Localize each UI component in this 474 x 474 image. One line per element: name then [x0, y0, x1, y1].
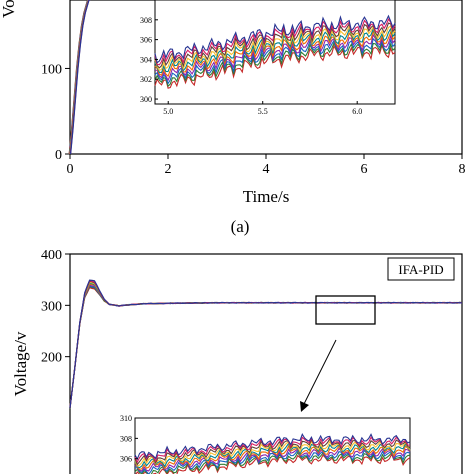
- panel-a-x-tick-label: 4: [263, 162, 270, 177]
- inset-a-y-tick-label: 306: [140, 36, 152, 45]
- panel-a-main-curves: [68, 0, 91, 155]
- inset-a-y-tick-label: 304: [140, 55, 152, 64]
- inset-b-series: [134, 432, 411, 474]
- inset-b-series-line: [134, 449, 411, 474]
- panel-b-y-tick-label: 400: [41, 248, 62, 263]
- inset-a-series-line: [154, 29, 396, 78]
- panel-a-y-tick-label: 100: [41, 62, 62, 77]
- panel-a-x-tick-label: 8: [459, 162, 466, 177]
- inset-a-y-tick-label: 302: [140, 75, 152, 84]
- legend-box: [387, 257, 455, 281]
- zoom-arrow-line: [303, 339, 337, 405]
- inset-a-series-line: [154, 18, 396, 66]
- inset-b-series-line: [134, 451, 411, 474]
- panel-a-inset: 5.0 5.5 6.0 300 302 304 306 308: [140, 0, 396, 116]
- panel-a-series-line: [69, 0, 91, 155]
- inset-b-series-line: [134, 436, 411, 464]
- panel-a-x-tick-label: 6: [361, 162, 368, 177]
- panel-a-y-tick-label: 0: [55, 148, 62, 163]
- inset-a-series-line: [154, 43, 396, 89]
- inset-a-series-line: [154, 41, 396, 88]
- inset-a-x-tick-label: 5.5: [258, 107, 268, 116]
- panel-a-ylabel: Voltage/v: [0, 0, 18, 18]
- inset-b-y-ticks: 306 308 310: [120, 414, 138, 464]
- inset-a-series-line: [154, 37, 396, 85]
- inset-b-series-line: [134, 432, 411, 461]
- panel-a: 0 2 4 6 8 0 100 Voltage/v Time/s (a) 5.0 5.5 6.…: [0, 0, 466, 236]
- panel-b-inset: 306 308 310: [120, 414, 411, 474]
- inset-b-y-tick-label: 308: [120, 434, 132, 443]
- inset-b-y-tick-label: 310: [120, 414, 132, 423]
- inset-b-series-line: [134, 447, 411, 472]
- inset-b-series-line: [134, 437, 411, 466]
- inset-b-series-line: [134, 440, 411, 467]
- panel-b-frame: [69, 253, 463, 474]
- panel-a-y-ticks: 0 100: [41, 62, 70, 163]
- panel-a-x-ticks: 0 2 4 6 8: [67, 154, 466, 177]
- panel-b-series-line: [69, 279, 463, 408]
- panel-b-series-line: [69, 280, 463, 409]
- inset-a-series-line: [154, 27, 396, 74]
- inset-a-y-ticks: 300 302 304 306 308: [140, 16, 158, 104]
- panel-a-x-tick-label: 0: [67, 162, 74, 177]
- panel-b-main-curves: [69, 279, 463, 409]
- inset-a-frame: [154, 0, 396, 105]
- inset-a-series-line: [154, 14, 396, 64]
- inset-a-x-tick-label: 6.0: [352, 107, 362, 116]
- panel-b-y-tick-label: 200: [41, 351, 62, 366]
- panel-a-label: (a): [231, 217, 250, 236]
- inset-b-y-tick-label: 306: [120, 455, 132, 464]
- inset-a-y-tick-label: 300: [140, 95, 152, 104]
- panel-b-series-line: [69, 280, 463, 408]
- panel-b-y-tick-label: 300: [41, 299, 62, 314]
- inset-a-x-tick-label: 5.0: [163, 107, 173, 116]
- legend-label: IFA-PID: [398, 262, 443, 277]
- panel-b-ylabel: Voltage/v: [11, 331, 30, 396]
- panel-b: 200 300 400 Voltage/v IFA-PID 306 308 310: [11, 248, 463, 474]
- inset-a-series-line: [154, 22, 396, 69]
- inset-a-y-tick-label: 308: [140, 16, 152, 25]
- panel-a-x-tick-label: 2: [165, 162, 172, 177]
- inset-a-series-line: [154, 33, 396, 82]
- panel-a-xlabel: Time/s: [243, 187, 290, 206]
- inset-b-series-line: [135, 452, 411, 474]
- zoom-arrow-head: [300, 401, 309, 412]
- zoom-region-box: [315, 295, 376, 325]
- inset-a-x-ticks: 5.0 5.5 6.0: [163, 101, 362, 116]
- panel-b-series-line: [69, 281, 463, 409]
- panel-b-y-ticks: 200 300 400: [41, 248, 70, 366]
- inset-a-series-line: [154, 24, 396, 72]
- inset-a-series: [154, 14, 396, 89]
